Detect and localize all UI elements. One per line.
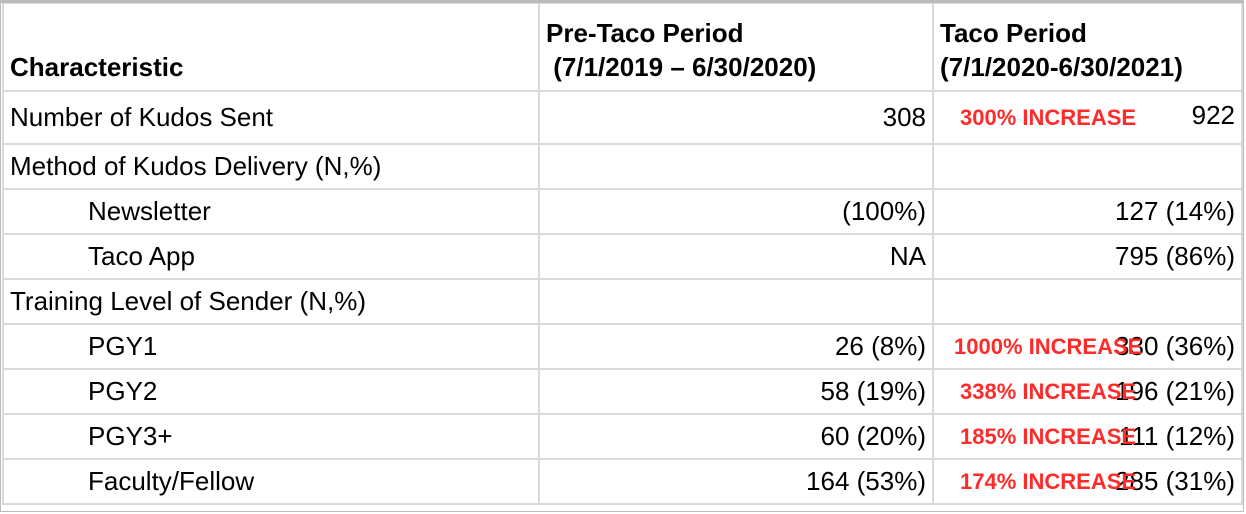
taco-cell: 1000% INCREASE 330 (36%) xyxy=(932,323,1243,370)
pre-value: 60 (20%) xyxy=(538,413,934,460)
pre-value: (100%) xyxy=(538,188,934,235)
pre-value: 164 (53%) xyxy=(538,458,934,505)
taco-value: 196 (21%) xyxy=(1115,376,1235,406)
pre-value xyxy=(538,278,934,325)
pre-value: 58 (19%) xyxy=(538,368,934,415)
taco-cell: 185% INCREASE 111 (12%) xyxy=(932,413,1243,460)
row-label: PGY3+ xyxy=(2,413,540,460)
taco-value: 285 (31%) xyxy=(1115,466,1235,496)
table-row: Method of Kudos Delivery (N,%) xyxy=(2,143,1243,190)
pre-taco-title: Pre-Taco Period xyxy=(546,18,744,48)
table-row: Newsletter (100%) 127 (14%) xyxy=(2,188,1243,235)
taco-value xyxy=(932,278,1243,325)
taco-cell: 338% INCREASE 196 (21%) xyxy=(932,368,1243,415)
pre-value: 308 xyxy=(538,90,934,145)
table-row: Number of Kudos Sent 308 300% INCREASE 92… xyxy=(2,90,1243,145)
row-label: Newsletter xyxy=(2,188,540,235)
taco-title: Taco Period xyxy=(940,18,1087,48)
taco-range: (7/1/2020-6/30/2021) xyxy=(940,52,1183,82)
pre-value: 26 (8%) xyxy=(538,323,934,370)
taco-value: 127 (14%) xyxy=(932,188,1243,235)
pre-taco-range: (7/1/2019 – 6/30/2020) xyxy=(546,52,817,82)
increase-label: 300% INCREASE xyxy=(960,104,1137,130)
header-row: Characteristic Pre-Taco Period (7/1/2019… xyxy=(2,2,1243,92)
header-taco: Taco Period (7/1/2020-6/30/2021) xyxy=(932,2,1243,92)
row-label: Method of Kudos Delivery (N,%) xyxy=(2,143,540,190)
row-label: Faculty/Fellow xyxy=(2,458,540,505)
table-row: Training Level of Sender (N,%) xyxy=(2,278,1243,325)
taco-value: 111 (12%) xyxy=(1118,421,1235,451)
taco-cell: 174% INCREASE 285 (31%) xyxy=(932,458,1243,505)
increase-label: 185% INCREASE xyxy=(960,423,1137,449)
increase-label: 338% INCREASE xyxy=(960,378,1137,404)
kudos-comparison-table: Characteristic Pre-Taco Period (7/1/2019… xyxy=(2,2,1243,505)
row-label: Training Level of Sender (N,%) xyxy=(2,278,540,325)
header-characteristic: Characteristic xyxy=(2,2,540,92)
table-row: Taco App NA 795 (86%) xyxy=(2,233,1243,280)
header-pre-taco: Pre-Taco Period (7/1/2019 – 6/30/2020) xyxy=(538,2,934,92)
table-row: PGY3+ 60 (20%) 185% INCREASE 111 (12%) xyxy=(2,413,1243,460)
taco-value: 922 xyxy=(1191,100,1235,130)
increase-label: 174% INCREASE xyxy=(960,468,1137,494)
row-label: PGY1 xyxy=(2,323,540,370)
table-row: PGY2 58 (19%) 338% INCREASE 196 (21%) xyxy=(2,368,1243,415)
taco-cell: 300% INCREASE 922 xyxy=(932,90,1243,145)
pre-value xyxy=(538,143,934,190)
row-label: Number of Kudos Sent xyxy=(2,90,540,145)
pre-value: NA xyxy=(538,233,934,280)
increase-label: 1000% INCREASE xyxy=(954,333,1143,359)
table-row: Faculty/Fellow 164 (53%) 174% INCREASE 28… xyxy=(2,458,1243,505)
taco-value: 330 (36%) xyxy=(1115,331,1235,361)
taco-value xyxy=(932,143,1243,190)
row-label: PGY2 xyxy=(2,368,540,415)
taco-value: 795 (86%) xyxy=(932,233,1243,280)
row-label: Taco App xyxy=(2,233,540,280)
table-row: PGY1 26 (8%) 1000% INCREASE 330 (36%) xyxy=(2,323,1243,370)
